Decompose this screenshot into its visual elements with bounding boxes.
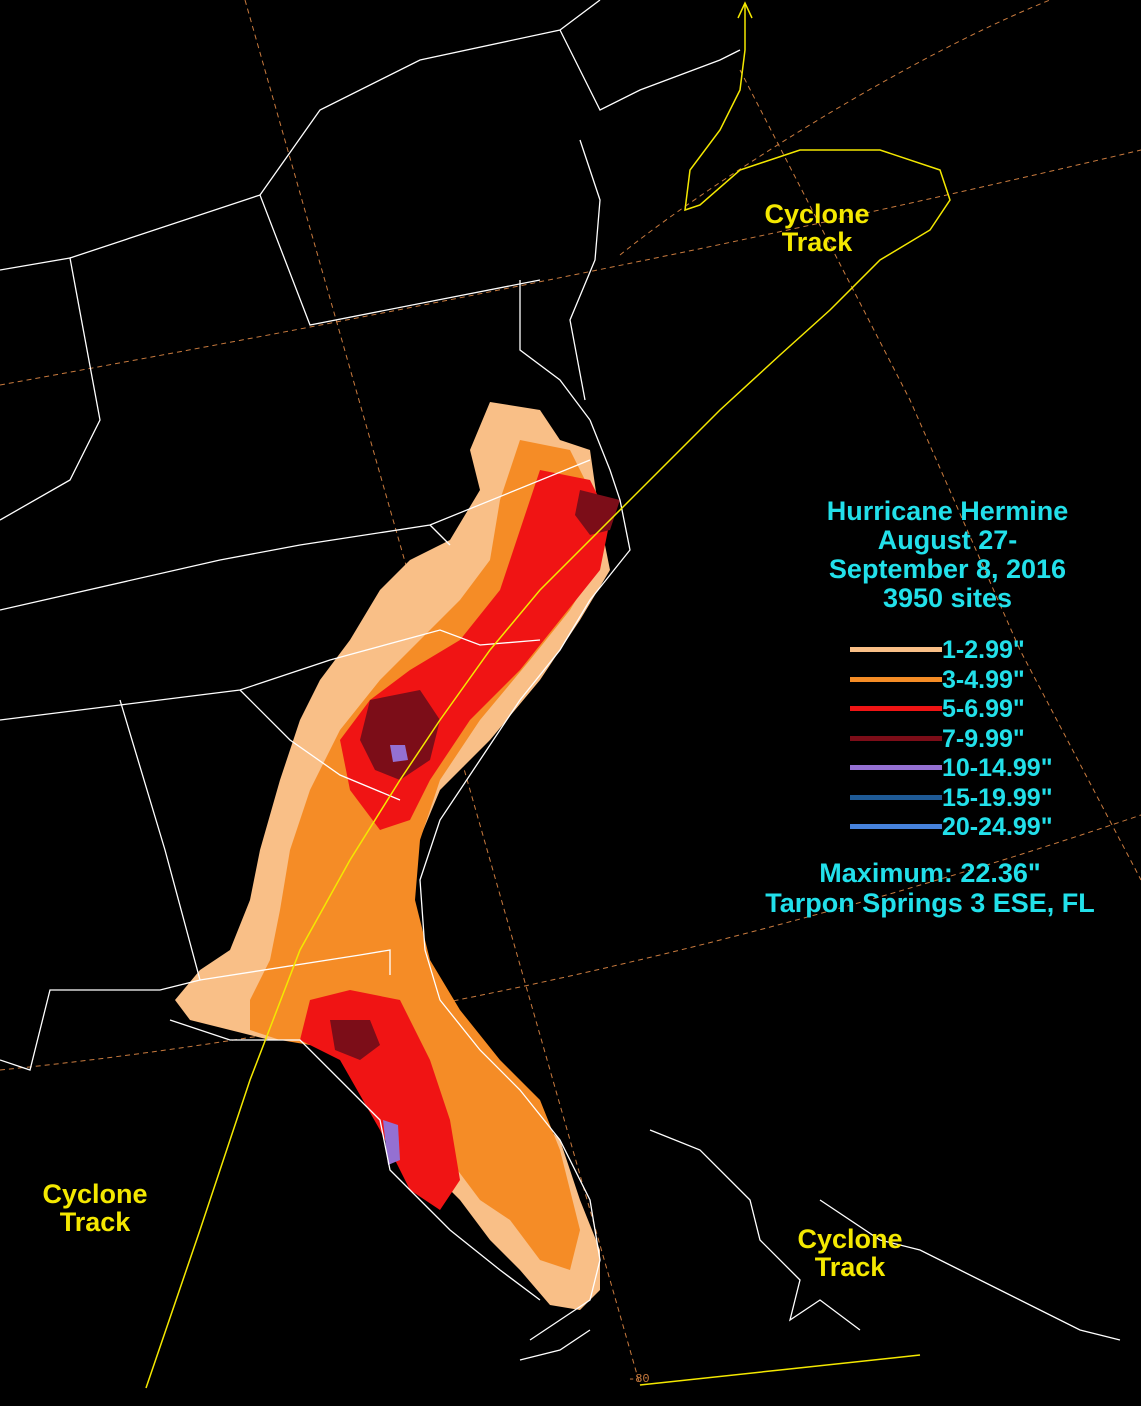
maximum-location: Tarpon Springs 3 ESE, FL	[765, 888, 1095, 918]
title-line-3: September 8, 2016	[828, 554, 1067, 584]
legend-item: 15-19.99"	[845, 784, 1105, 814]
rain-band-7-9.99	[575, 490, 620, 535]
maximum-info: Maximum: 22.36" Tarpon Springs 3 ESE, FL	[720, 858, 1140, 918]
legend-item: 3-4.99"	[845, 666, 1105, 696]
legend-item: 1-2.99"	[845, 636, 1105, 666]
rain-band-10-14.99-fl	[383, 1120, 400, 1165]
cyclone-track-label-north: Cyclone Track	[764, 199, 870, 257]
legend-swatch	[850, 676, 942, 682]
maximum-value: Maximum: 22.36"	[819, 858, 1041, 888]
cyclone-track-east	[639, 1354, 921, 1386]
longitude-label: -80	[628, 1372, 650, 1386]
track-arrow-icon	[737, 1, 753, 19]
title-line-2: August 27-	[877, 525, 1018, 555]
legend-item: 10-14.99"	[845, 754, 1105, 784]
legend-swatch	[850, 735, 942, 741]
legend-item: 5-6.99"	[845, 695, 1105, 725]
rain-band-10-14.99	[390, 745, 408, 762]
legend-label: 20-24.99"	[942, 813, 1053, 841]
legend-swatch	[850, 647, 942, 652]
map-title: Hurricane Hermine August 27- September 8…	[780, 497, 1115, 613]
state-borders	[0, 0, 1121, 1361]
title-line-1: Hurricane Hermine	[826, 496, 1069, 526]
cyclone-track-label-bahamas: Cyclone Track	[797, 1224, 903, 1282]
title-line-4: 3950 sites	[882, 583, 1013, 613]
legend-label: 5-6.99"	[942, 695, 1025, 723]
legend-label: 10-14.99"	[942, 754, 1053, 782]
legend-label: 1-2.99"	[942, 636, 1025, 664]
legend-item: 20-24.99"	[845, 813, 1105, 843]
rainfall-shading	[175, 402, 620, 1310]
rain-band-7-9.99-fl	[330, 1020, 380, 1060]
legend-label: 3-4.99"	[942, 665, 1025, 694]
legend-swatch	[850, 765, 942, 770]
rain-band-7-9.99-sc	[360, 690, 440, 780]
cyclone-track	[145, 5, 951, 1389]
legend-label: 7-9.99"	[942, 724, 1025, 753]
legend-swatch	[850, 824, 942, 829]
cyclone-track-label-gulf: Cyclone Track	[42, 1179, 148, 1237]
legend-swatch	[850, 794, 942, 800]
legend-label: 15-19.99"	[942, 783, 1053, 812]
legend: 1-2.99" 3-4.99" 5-6.99" 7-9.99" 10-14.99" 15-…	[845, 636, 1105, 843]
legend-swatch	[850, 706, 942, 711]
legend-item: 7-9.99"	[845, 725, 1105, 755]
